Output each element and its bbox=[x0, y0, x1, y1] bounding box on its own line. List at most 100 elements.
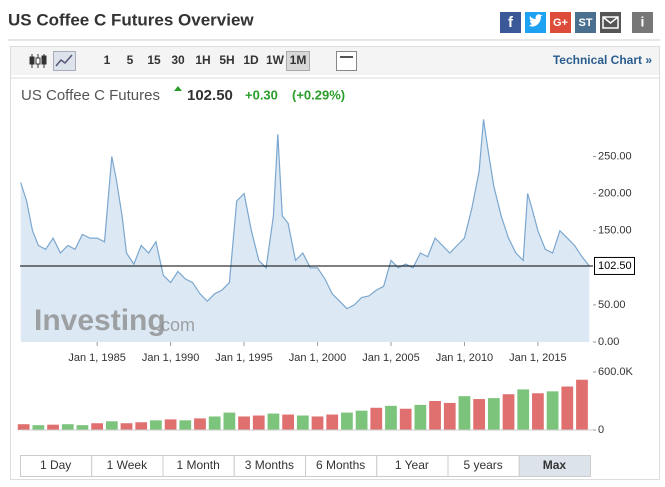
volume-bar bbox=[120, 423, 133, 430]
interval-button[interactable]: 30 bbox=[171, 53, 185, 67]
interval-button[interactable]: 1M bbox=[290, 53, 307, 67]
volume-bar bbox=[252, 415, 265, 430]
volume-bar bbox=[532, 393, 544, 430]
x-tick-label: Jan 1, 2000 bbox=[289, 352, 347, 364]
volume-bar bbox=[443, 402, 456, 430]
info-button[interactable] bbox=[632, 12, 653, 33]
volume-bar bbox=[473, 399, 486, 430]
range-label[interactable]: 3 Months bbox=[245, 458, 294, 472]
volume-bar bbox=[517, 389, 530, 430]
x-tick-label: Jan 1, 2015 bbox=[509, 352, 567, 364]
interval-button[interactable]: 1D bbox=[243, 53, 259, 67]
range-label[interactable]: 5 years bbox=[463, 458, 502, 472]
x-tick-label: Jan 1, 2010 bbox=[436, 352, 494, 364]
y-tick-label: 250.00 bbox=[598, 150, 632, 162]
volume-bar bbox=[135, 422, 148, 430]
y-tick-label: 0.00 bbox=[598, 336, 619, 348]
x-tick-label: Jan 1, 1990 bbox=[142, 352, 200, 364]
volume-bar bbox=[61, 424, 74, 430]
reference-label: 102.50 bbox=[598, 260, 632, 272]
volume-bar bbox=[399, 408, 412, 430]
volume-bar bbox=[32, 425, 45, 430]
interval-selected bbox=[286, 51, 310, 71]
volume-bar bbox=[150, 420, 162, 430]
range-label[interactable]: 1 Day bbox=[40, 458, 71, 472]
volume-bar bbox=[414, 404, 427, 430]
x-tick-label: Jan 1, 1985 bbox=[68, 352, 126, 364]
range-button[interactable] bbox=[518, 455, 591, 477]
quote-change-pct: (+0.29%) bbox=[292, 87, 345, 102]
twitter-bird bbox=[529, 14, 543, 27]
share-label: ST bbox=[578, 17, 592, 29]
y-tick-label: 600.0K bbox=[598, 366, 634, 378]
range-label[interactable]: Max bbox=[543, 458, 567, 472]
volume-bar bbox=[385, 405, 397, 430]
info-label: i bbox=[641, 14, 645, 30]
interval-button[interactable]: 5 bbox=[127, 53, 134, 67]
y-tick-label: 150.00 bbox=[598, 225, 632, 237]
watermark-suffix: .com bbox=[156, 315, 195, 335]
candle-icon[interactable] bbox=[29, 54, 47, 68]
volume-bar bbox=[429, 401, 441, 430]
volume-bar bbox=[561, 386, 574, 430]
volume-bar bbox=[487, 398, 500, 430]
share-label: G+ bbox=[553, 17, 568, 29]
interval-button[interactable]: 1W bbox=[266, 53, 285, 67]
quote-change: +0.30 bbox=[245, 87, 278, 102]
volume-bar bbox=[502, 394, 515, 430]
quote-name: US Coffee C Futures bbox=[21, 87, 160, 104]
reference-box bbox=[594, 256, 635, 275]
volume-bar bbox=[458, 396, 471, 430]
volume-bar bbox=[105, 421, 118, 430]
calendar-icon[interactable] bbox=[336, 51, 357, 71]
price-area bbox=[20, 119, 590, 343]
volume-bar bbox=[179, 420, 192, 430]
price-line bbox=[20, 119, 590, 310]
quote-price: 102.50 bbox=[187, 87, 233, 104]
line-icon-glyph bbox=[55, 54, 73, 67]
volume-bar bbox=[76, 425, 89, 430]
interval-button[interactable]: 5H bbox=[219, 53, 234, 67]
x-tick-label: Jan 1, 1995 bbox=[215, 352, 273, 364]
range-label[interactable]: 1 Month bbox=[176, 458, 219, 472]
volume-bar bbox=[164, 419, 177, 430]
volume-bar bbox=[311, 416, 324, 430]
y-tick-label: 200.00 bbox=[598, 188, 632, 200]
volume-bar bbox=[370, 407, 383, 430]
volume-bar bbox=[341, 412, 353, 430]
line-icon[interactable] bbox=[53, 51, 76, 71]
toolbar bbox=[11, 47, 659, 75]
x-tick-label: Jan 1, 2005 bbox=[362, 352, 420, 364]
y-tick-label: 0 bbox=[598, 424, 604, 436]
volume-bar bbox=[91, 423, 104, 430]
volume-bar bbox=[326, 414, 339, 430]
watermark-brand: Investing bbox=[34, 304, 166, 337]
share-label: f bbox=[508, 14, 514, 31]
mail-icon bbox=[602, 16, 619, 29]
range-label[interactable]: 1 Week bbox=[107, 458, 148, 472]
volume-bar bbox=[223, 412, 236, 430]
volume-bar bbox=[267, 413, 280, 430]
technical-chart-link[interactable]: Technical Chart » bbox=[553, 53, 652, 67]
up-arrow bbox=[174, 86, 182, 91]
volume-bar bbox=[355, 410, 368, 430]
share-google[interactable] bbox=[550, 12, 571, 33]
range-label[interactable]: 1 Year bbox=[395, 458, 429, 472]
interval-button[interactable]: 1H bbox=[195, 53, 210, 67]
volume-bar bbox=[282, 414, 295, 430]
volume-bar bbox=[546, 391, 559, 430]
share-facebook[interactable] bbox=[500, 12, 521, 33]
title: US Coffee C Futures Overview bbox=[8, 10, 254, 29]
interval-button[interactable]: 1 bbox=[104, 53, 111, 67]
volume-bar bbox=[238, 416, 250, 430]
volume-bar bbox=[208, 416, 221, 430]
volume-bar bbox=[17, 424, 30, 430]
share-stocktwits[interactable] bbox=[575, 12, 596, 33]
interval-button[interactable]: 15 bbox=[147, 53, 161, 67]
volume-bar bbox=[47, 424, 59, 430]
range-label[interactable]: 6 Months bbox=[316, 458, 365, 472]
y-tick-label: 50.00 bbox=[598, 299, 626, 311]
volume-bar bbox=[296, 415, 309, 430]
